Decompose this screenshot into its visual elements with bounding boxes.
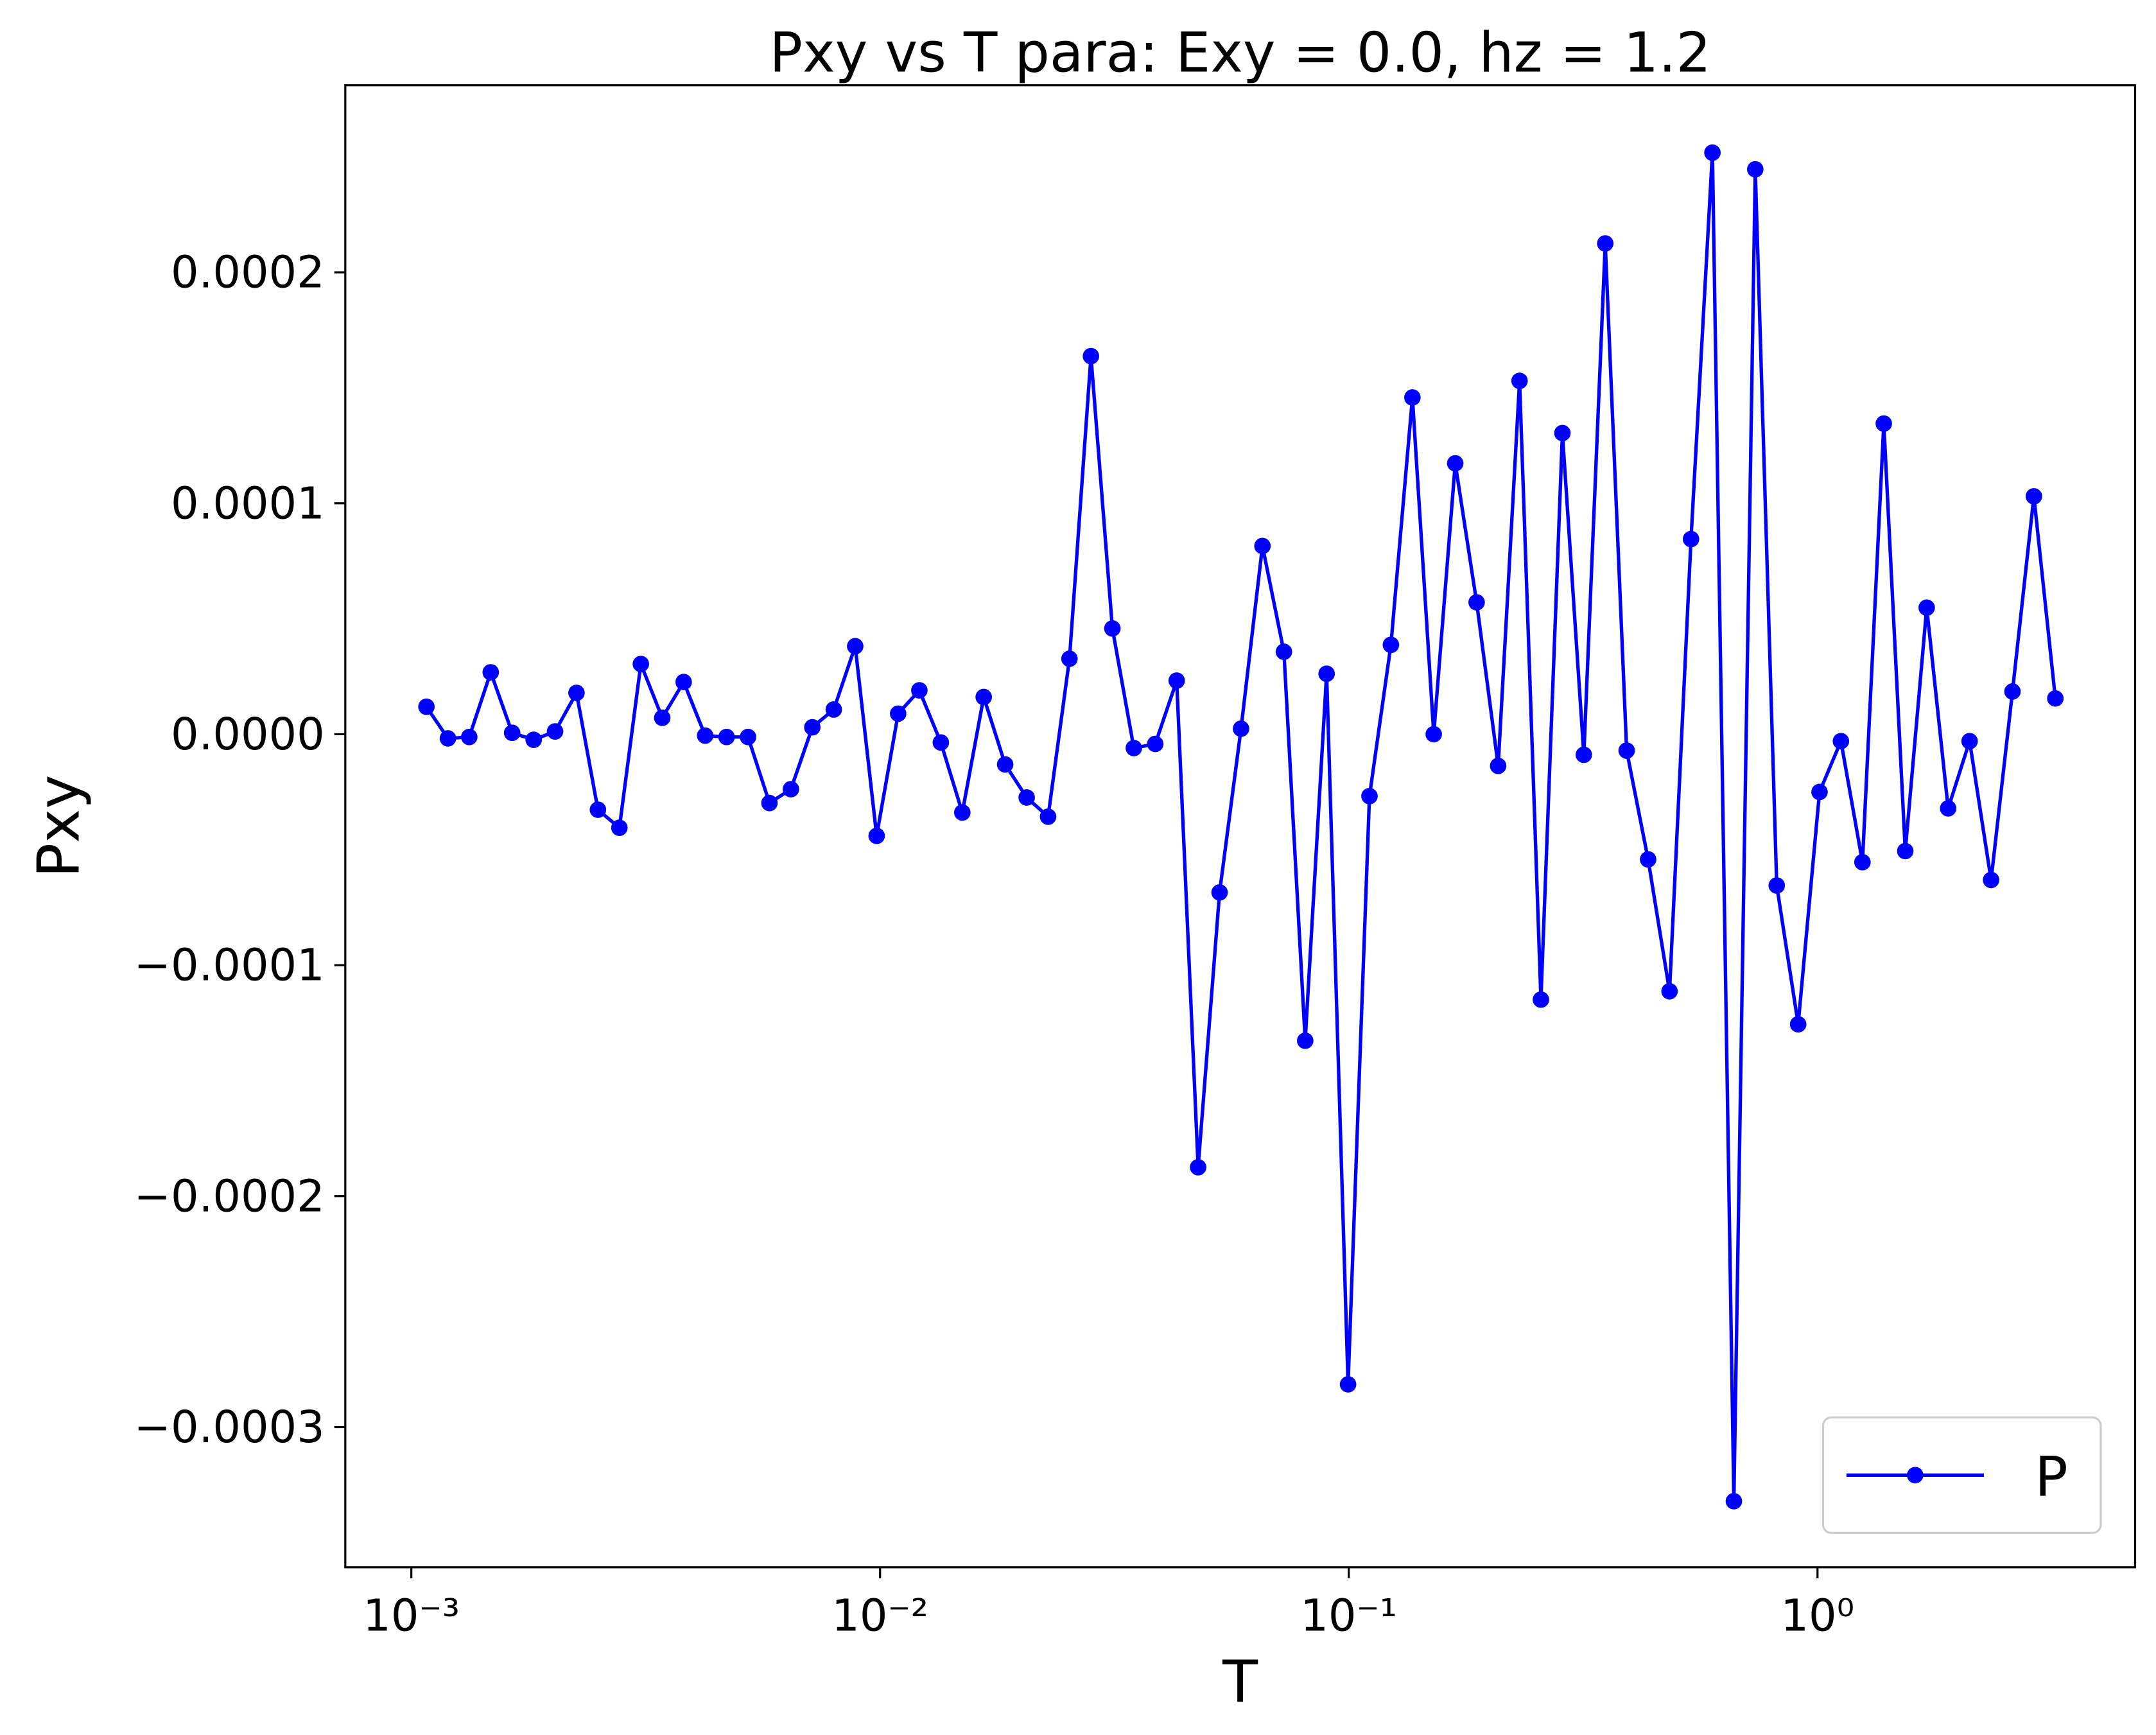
- data-point: [1447, 455, 1464, 472]
- x-tick-label: 10⁻¹: [1300, 1590, 1397, 1641]
- data-point: [1061, 650, 1078, 667]
- legend-label: P: [2035, 1445, 2068, 1509]
- data-point: [1190, 1158, 1206, 1176]
- data-point: [1811, 783, 1828, 801]
- data-point: [2025, 488, 2042, 505]
- data-point: [568, 684, 585, 701]
- data-point: [1640, 851, 1656, 868]
- data-point: [1490, 757, 1507, 774]
- data-point: [1597, 235, 1614, 252]
- data-point: [1297, 1032, 1314, 1049]
- data-point: [1339, 1376, 1357, 1393]
- data-point: [1747, 161, 1764, 178]
- data-point: [1104, 620, 1121, 637]
- data-point: [911, 682, 928, 699]
- data-point: [1661, 982, 1678, 1000]
- data-point: [439, 730, 456, 747]
- data-point: [503, 724, 521, 742]
- data-point: [1511, 372, 1528, 389]
- data-point: [1575, 746, 1592, 763]
- data-point: [1126, 740, 1142, 756]
- x-tick-label: 10⁻²: [831, 1590, 928, 1641]
- data-point: [1682, 530, 1700, 548]
- data-point: [482, 664, 500, 681]
- data-point: [1725, 1493, 1743, 1510]
- data-point: [1211, 884, 1228, 901]
- data-point: [1789, 1016, 1807, 1033]
- data-point: [2004, 683, 2021, 700]
- data-point: [525, 731, 543, 748]
- legend-marker: [1907, 1467, 1924, 1484]
- data-point: [1832, 733, 1850, 750]
- data-point: [611, 819, 628, 836]
- data-point: [2047, 690, 2064, 707]
- data-point: [1704, 144, 1721, 161]
- y-tick-label: 0.0000: [171, 709, 325, 760]
- data-point: [1275, 643, 1292, 660]
- data-point: [718, 728, 735, 745]
- y-tick-label: −0.0001: [134, 940, 325, 991]
- data-point: [1233, 720, 1249, 737]
- data-point: [996, 756, 1014, 773]
- data-point: [804, 719, 821, 736]
- data-point: [1618, 742, 1635, 759]
- data-point: [675, 674, 692, 690]
- data-point: [1897, 842, 1914, 860]
- data-point: [1404, 389, 1421, 406]
- data-point: [418, 698, 435, 715]
- data-point: [761, 794, 778, 812]
- data-point: [1918, 599, 1935, 616]
- data-point: [1147, 735, 1164, 753]
- data-point: [1940, 800, 1957, 817]
- x-tick-label: 10⁰: [1780, 1590, 1854, 1641]
- data-point: [975, 688, 992, 706]
- plot-frame: [344, 84, 2137, 1569]
- y-axis-label: Pxy: [26, 774, 92, 878]
- data-point: [847, 638, 864, 655]
- data-point: [1961, 733, 1978, 750]
- data-point: [1361, 787, 1378, 805]
- data-point: [632, 656, 649, 672]
- data-point: [1468, 594, 1485, 611]
- data-point: [1382, 636, 1400, 654]
- data-point: [1554, 424, 1571, 442]
- data-point: [1425, 726, 1442, 743]
- data-point: [697, 727, 714, 744]
- data-point: [1254, 537, 1271, 555]
- data-point: [953, 804, 971, 821]
- data-point: [589, 801, 607, 818]
- data-point: [1082, 347, 1100, 365]
- data-point: [1533, 991, 1549, 1008]
- data-point: [890, 705, 907, 722]
- data-point: [546, 723, 564, 740]
- data-point: [654, 710, 671, 726]
- y-tick-label: −0.0002: [134, 1171, 325, 1222]
- data-point: [1768, 877, 1786, 894]
- x-tick-label: 10⁻³: [363, 1590, 460, 1641]
- data-point: [1168, 672, 1185, 689]
- data-point: [740, 728, 756, 745]
- data-point: [932, 734, 950, 751]
- data-point: [1875, 415, 1892, 432]
- data-point: [1318, 665, 1335, 683]
- data-point: [825, 701, 842, 718]
- data-point: [460, 728, 478, 745]
- data-point: [1983, 871, 1999, 889]
- chart-title: Pxy vs T para: Exy = 0.0, hz = 1.2: [769, 21, 1711, 85]
- y-tick-label: −0.0003: [134, 1402, 325, 1453]
- y-tick-label: 0.0001: [171, 478, 325, 529]
- y-tick-label: 0.0002: [171, 247, 325, 299]
- data-point: [1039, 808, 1057, 825]
- data-point: [868, 827, 885, 844]
- data-point: [783, 781, 799, 798]
- data-point: [1854, 853, 1871, 871]
- data-point: [1018, 789, 1035, 806]
- x-axis-label: T: [1222, 1650, 1258, 1716]
